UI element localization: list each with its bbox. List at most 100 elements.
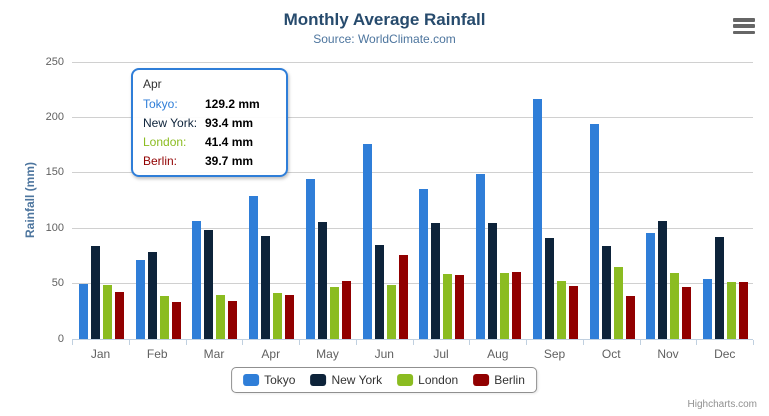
column-berlin[interactable] <box>171 302 181 339</box>
column-new-york[interactable] <box>431 222 441 339</box>
column-new-york[interactable] <box>317 221 327 339</box>
x-axis-tick <box>355 340 357 345</box>
column-london[interactable] <box>556 280 566 339</box>
legend-label: Berlin <box>494 373 525 387</box>
column-new-york[interactable] <box>488 223 498 339</box>
tooltip-row: New York: 93.4 mm <box>143 114 276 133</box>
x-axis-label: Apr <box>261 347 281 361</box>
column-new-york[interactable] <box>544 237 554 339</box>
x-axis-label: Dec <box>714 347 736 361</box>
x-axis-tick <box>185 340 187 345</box>
x-axis-tick <box>128 340 130 345</box>
y-axis-label: 50 <box>51 277 64 290</box>
column-new-york[interactable] <box>658 220 668 339</box>
column-new-york[interactable] <box>261 235 271 339</box>
legend-item-tokyo[interactable]: Tokyo <box>243 373 295 387</box>
column-tokyo[interactable] <box>532 99 542 339</box>
column-berlin[interactable] <box>114 292 124 339</box>
legend-label: Tokyo <box>264 373 296 387</box>
column-tokyo[interactable] <box>419 188 429 339</box>
tooltip: Apr Tokyo: 129.2 mm New York: 93.4 mm London… <box>131 68 288 177</box>
hamburger-bar <box>733 24 755 28</box>
y-axis-label: 100 <box>45 221 64 234</box>
column-berlin[interactable] <box>228 300 238 339</box>
column-berlin[interactable] <box>455 275 465 339</box>
y-gridline <box>72 61 753 63</box>
y-axis-label: 200 <box>45 110 64 123</box>
tooltip-row: Berlin: 39.7 mm <box>143 152 276 171</box>
y-axis-label: 150 <box>45 166 64 179</box>
column-new-york[interactable] <box>715 236 725 339</box>
x-axis-tick <box>299 340 300 345</box>
column-new-york[interactable] <box>90 246 100 339</box>
tooltip-series-label: New York: <box>143 116 198 130</box>
x-axis-tick <box>696 340 698 345</box>
hamburger-bar <box>733 30 755 34</box>
column-tokyo[interactable] <box>192 221 202 339</box>
column-tokyo[interactable] <box>646 233 656 339</box>
column-tokyo[interactable] <box>78 283 88 339</box>
y-gridline <box>72 116 753 118</box>
column-new-york[interactable] <box>204 229 214 339</box>
y-gridline <box>72 283 753 285</box>
legend: Tokyo New York London Berlin <box>231 367 537 393</box>
tooltip-series-label: London: <box>143 135 187 149</box>
column-london[interactable] <box>273 293 283 339</box>
x-axis-tick <box>469 340 471 345</box>
column-tokyo[interactable] <box>362 143 372 339</box>
tooltip-header: Apr <box>143 77 162 91</box>
column-london[interactable] <box>216 295 226 339</box>
highcharts-credits-link[interactable]: Highcharts.com <box>687 399 757 410</box>
column-berlin[interactable] <box>625 295 635 339</box>
column-berlin[interactable] <box>341 280 351 339</box>
tooltip-row: London: 41.4 mm <box>143 133 276 152</box>
x-axis-label: Jun <box>374 347 394 361</box>
column-berlin[interactable] <box>285 295 295 339</box>
column-new-york[interactable] <box>147 251 157 339</box>
context-menu-icon[interactable] <box>733 18 755 34</box>
column-new-york[interactable] <box>601 246 611 339</box>
column-new-york[interactable] <box>374 245 384 339</box>
column-berlin[interactable] <box>398 255 408 339</box>
legend-label: London <box>418 373 459 387</box>
column-berlin[interactable] <box>739 282 749 339</box>
column-berlin[interactable] <box>568 286 578 339</box>
column-tokyo[interactable] <box>703 278 713 339</box>
x-axis-label: Sep <box>543 347 566 361</box>
column-berlin[interactable] <box>512 272 522 339</box>
column-berlin[interactable] <box>682 287 692 339</box>
x-axis-label: May <box>316 347 339 361</box>
column-london[interactable] <box>102 284 112 339</box>
column-tokyo[interactable] <box>476 174 486 339</box>
legend-item-berlin[interactable]: Berlin <box>473 373 525 387</box>
tooltip-series-value: 129.2 mm <box>205 97 260 111</box>
column-london[interactable] <box>670 273 680 339</box>
column-london[interactable] <box>500 272 510 339</box>
tooltip-series-value: 93.4 mm <box>205 116 254 130</box>
legend-swatch-icon <box>243 374 260 386</box>
column-london[interactable] <box>329 286 339 339</box>
column-tokyo[interactable] <box>249 195 259 339</box>
x-axis-label: Jan <box>90 347 111 361</box>
x-axis-label: Feb <box>146 347 168 361</box>
x-axis-label: Nov <box>657 347 679 361</box>
y-axis-label: 0 <box>57 332 64 345</box>
legend-item-london[interactable]: London <box>397 373 458 387</box>
chart-title: Monthly Average Rainfall <box>283 10 486 29</box>
y-axis-label: 250 <box>45 55 64 68</box>
column-london[interactable] <box>727 282 737 339</box>
column-london[interactable] <box>159 296 169 339</box>
x-axis-label: Mar <box>203 347 225 361</box>
legend-item-new-york[interactable]: New York <box>310 373 382 387</box>
tooltip-series-label: Berlin: <box>143 154 178 168</box>
hamburger-bar <box>733 18 755 22</box>
x-axis-tick <box>753 340 754 345</box>
tooltip-series-label: Tokyo: <box>143 97 178 111</box>
column-london[interactable] <box>613 266 623 339</box>
column-tokyo[interactable] <box>135 259 145 339</box>
column-london[interactable] <box>386 285 396 339</box>
column-tokyo[interactable] <box>305 179 315 339</box>
x-axis-tick <box>412 340 414 345</box>
column-london[interactable] <box>443 273 453 339</box>
column-tokyo[interactable] <box>589 123 599 339</box>
